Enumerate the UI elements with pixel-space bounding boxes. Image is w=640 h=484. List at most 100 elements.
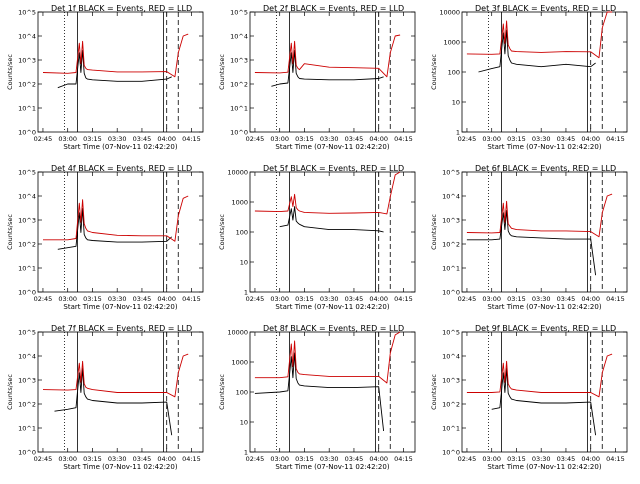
x-tick-label: 03:45 [345, 135, 364, 143]
y-tick-label: 10^5 [230, 9, 248, 17]
chart-title: Det 3f BLACK = Events, RED = LLD [475, 4, 616, 13]
series-lld-line [254, 331, 401, 384]
y-tick-label: 10^5 [442, 169, 460, 177]
series-events-line [279, 206, 384, 233]
y-tick-label: 10^3 [18, 377, 36, 385]
series-events-line [478, 29, 596, 73]
x-tick-label: 03:45 [345, 295, 364, 303]
y-tick-label: 10^2 [442, 401, 460, 409]
plot-frame [249, 11, 416, 133]
y-tick-label: 10 [240, 259, 248, 267]
detector-panel: Det 3f BLACK = Events, RED = LLD 1 10 100 10… [430, 4, 628, 151]
x-tick-label: 04:00 [581, 295, 600, 303]
x-axis-label: Start Time (07-Nov-11 02:42:20) [487, 303, 601, 311]
chart-title: Det 9f BLACK = Events, RED = LLD [475, 324, 616, 333]
y-axis-label: Counts/sec [430, 54, 438, 90]
x-tick-label: 04:15 [394, 295, 413, 303]
y-axis-label: Counts/sec [430, 374, 438, 410]
y-tick-label: 10^0 [442, 289, 460, 297]
y-tick-label: 10^5 [18, 9, 36, 17]
x-tick-label: 02:45 [458, 455, 477, 463]
series-events-line [254, 352, 385, 432]
chart-title: Det 7f BLACK = Events, RED = LLD [51, 324, 192, 333]
y-tick-label: 10^5 [18, 169, 36, 177]
y-tick-label: 10^3 [18, 217, 36, 225]
x-tick-label: 03:30 [532, 295, 551, 303]
x-tick-label: 03:00 [270, 455, 289, 463]
series-lld-line [43, 195, 189, 242]
series-lld-line [466, 353, 613, 398]
x-tick-label: 03:15 [295, 455, 314, 463]
x-tick-label: 03:45 [557, 295, 576, 303]
y-tick-label: 10^3 [442, 377, 460, 385]
x-tick-label: 04:00 [157, 455, 176, 463]
x-tick-label: 03:00 [58, 295, 77, 303]
y-tick-label: 10^2 [18, 81, 36, 89]
x-tick-label: 03:00 [58, 455, 77, 463]
y-axis-label: Counts/sec [218, 374, 226, 410]
detector-panel: Det 6f BLACK = Events, RED = LLD 10^0 10^1… [430, 164, 628, 311]
x-axis-label: Start Time (07-Nov-11 02:42:20) [275, 143, 389, 151]
y-tick-label: 1 [244, 289, 248, 297]
y-tick-label: 10^1 [18, 425, 36, 433]
x-tick-label: 04:15 [606, 455, 625, 463]
x-tick-label: 03:30 [108, 135, 127, 143]
y-tick-label: 10^5 [18, 329, 36, 337]
y-tick-label: 10^5 [442, 329, 460, 337]
series-lld-line [466, 193, 613, 238]
y-tick-label: 10^0 [18, 449, 36, 457]
chart-title: Det 6f BLACK = Events, RED = LLD [475, 164, 616, 173]
y-tick-label: 1000 [231, 359, 248, 367]
detector-panel: Det 8f BLACK = Events, RED = LLD 1 10 100 10… [218, 324, 416, 471]
chart-title: Det 4f BLACK = Events, RED = LLD [51, 164, 192, 173]
x-tick-label: 04:15 [182, 135, 201, 143]
x-axis-label: Start Time (07-Nov-11 02:42:20) [63, 463, 177, 471]
x-tick-label: 02:45 [34, 295, 53, 303]
y-axis-label: Counts/sec [218, 54, 226, 90]
plot-frame [461, 171, 628, 293]
x-tick-label: 03:00 [482, 135, 501, 143]
x-tick-label: 03:45 [345, 455, 364, 463]
y-tick-label: 10^1 [442, 425, 460, 433]
x-tick-label: 03:15 [507, 455, 526, 463]
x-tick-label: 04:15 [606, 295, 625, 303]
x-tick-label: 02:45 [458, 295, 477, 303]
series-events-line [491, 368, 597, 436]
y-tick-label: 10000 [439, 9, 460, 17]
y-tick-label: 10^4 [230, 33, 248, 41]
x-tick-label: 03:15 [507, 135, 526, 143]
x-tick-label: 03:00 [270, 295, 289, 303]
series-events-line [54, 368, 173, 436]
x-tick-label: 04:00 [581, 135, 600, 143]
detector-panel: Det 1f BLACK = Events, RED = LLD 10^0 10^1… [6, 4, 204, 151]
y-tick-label: 10^0 [230, 129, 248, 137]
detector-panel: Det 2f BLACK = Events, RED = LLD 10^0 10^1… [218, 4, 416, 151]
x-tick-label: 04:00 [369, 295, 388, 303]
x-tick-label: 04:00 [369, 135, 388, 143]
y-tick-label: 100 [236, 389, 248, 397]
plot-frame [461, 331, 628, 453]
y-tick-label: 1000 [443, 39, 460, 47]
series-lld-line [254, 34, 401, 78]
y-tick-label: 10^3 [230, 57, 248, 65]
x-tick-label: 03:45 [557, 455, 576, 463]
y-tick-label: 10^4 [442, 193, 460, 201]
y-tick-label: 10 [452, 99, 460, 107]
y-tick-label: 10 [240, 419, 248, 427]
series-lld-line [466, 11, 613, 59]
y-tick-label: 10^3 [18, 57, 36, 65]
x-tick-label: 03:15 [83, 135, 102, 143]
x-axis-label: Start Time (07-Nov-11 02:42:20) [275, 463, 389, 471]
y-tick-label: 10^2 [18, 401, 36, 409]
x-tick-label: 03:15 [83, 295, 102, 303]
x-tick-label: 03:30 [320, 455, 339, 463]
y-tick-label: 10^2 [230, 81, 248, 89]
y-tick-label: 10000 [227, 169, 248, 177]
plot-frame [37, 171, 204, 293]
x-axis-label: Start Time (07-Nov-11 02:42:20) [63, 143, 177, 151]
x-tick-label: 03:30 [108, 455, 127, 463]
y-tick-label: 100 [236, 229, 248, 237]
x-tick-label: 03:15 [295, 295, 314, 303]
